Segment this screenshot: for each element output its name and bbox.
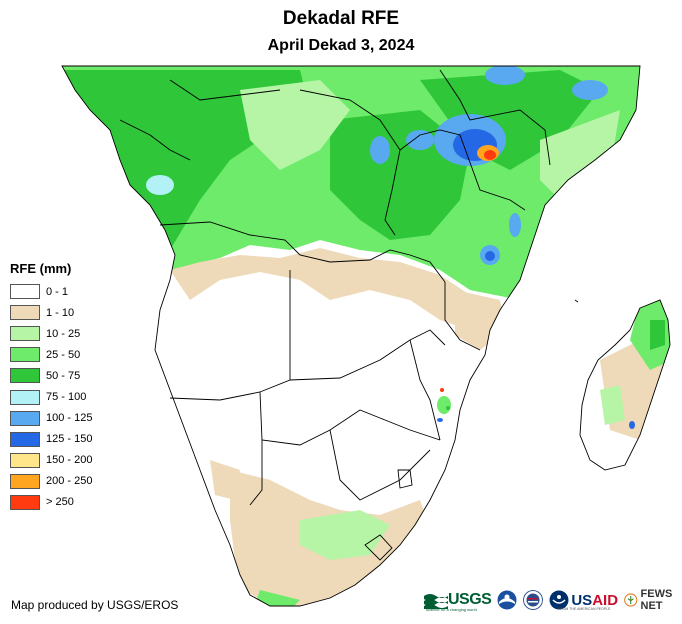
- fews-net-logo: FEWS NET: [624, 588, 679, 612]
- legend-label: 1 - 10: [46, 306, 75, 319]
- legend-row: 10 - 25: [10, 323, 92, 344]
- legend-swatch: [10, 305, 40, 321]
- legend-swatch: [10, 473, 40, 489]
- usaid-text: USAID: [571, 591, 619, 609]
- legend-label: 0 - 1: [46, 285, 69, 298]
- legend-swatch: [10, 431, 40, 447]
- usgs-text: USGS: [448, 591, 492, 608]
- legend-row: 150 - 200: [10, 450, 92, 471]
- legend-swatch: [10, 347, 40, 363]
- legend-row: 75 - 100: [10, 386, 92, 407]
- usda-icon: [523, 590, 544, 610]
- map-subtitle: April Dekad 3, 2024: [267, 37, 415, 54]
- legend-row: 200 - 250: [10, 471, 92, 492]
- legend-swatch: [10, 494, 40, 510]
- legend-row: 125 - 150: [10, 429, 92, 450]
- noaa-logo: [497, 590, 517, 610]
- legend-label: 10 - 25: [46, 327, 81, 340]
- legend-row: 0 - 1: [10, 281, 92, 302]
- legend-title: RFE (mm): [10, 261, 72, 276]
- legend-row: > 250: [10, 492, 92, 513]
- legend-row: 100 - 125: [10, 408, 92, 429]
- usaid-seal-icon: [549, 590, 569, 610]
- legend-row: 50 - 75: [10, 365, 92, 386]
- legend-swatch: [10, 284, 40, 300]
- usaid-logo: USAID: [549, 590, 618, 610]
- map-title: Dekadal RFE: [282, 8, 400, 29]
- usda-logo: [523, 590, 544, 610]
- legend-label: 200 - 250: [46, 475, 93, 488]
- noaa-icon: [497, 590, 517, 610]
- legend-swatch: [10, 368, 40, 384]
- legend-swatch: [10, 326, 40, 342]
- usgs-logo: USGS: [424, 591, 492, 609]
- usaid-tagline: FROM THE AMERICAN PEOPLE: [558, 607, 611, 611]
- legend-label: 150 - 200: [46, 454, 93, 467]
- legend: RFE (mm) 0 - 1 1 - 10 10 - 25 25 - 50 50 - 7…: [10, 261, 92, 513]
- legend-swatch: [10, 389, 40, 405]
- fews-net-icon: [624, 593, 638, 607]
- legend-swatch: [10, 410, 40, 426]
- logo-bar: USGS science for a changing world USAID …: [424, 585, 682, 615]
- legend-label: 100 - 125: [46, 412, 93, 425]
- legend-row: 1 - 10: [10, 302, 92, 323]
- legend-row: 25 - 50: [10, 344, 92, 365]
- legend-label: > 250: [46, 496, 74, 509]
- legend-label: 25 - 50: [46, 348, 81, 361]
- fews-net-text: FEWS NET: [640, 588, 673, 612]
- usgs-tagline: science for a changing world: [426, 607, 477, 612]
- usgs-wave-icon: [424, 593, 448, 609]
- legend-label: 50 - 75: [46, 369, 81, 382]
- legend-label: 125 - 150: [46, 433, 93, 446]
- legend-items: 0 - 1 1 - 10 10 - 25 25 - 50 50 - 75 75 - 100…: [10, 281, 92, 513]
- credit-text: Map produced by USGS/EROS: [11, 598, 179, 612]
- legend-swatch: [10, 452, 40, 468]
- legend-label: 75 - 100: [46, 391, 87, 404]
